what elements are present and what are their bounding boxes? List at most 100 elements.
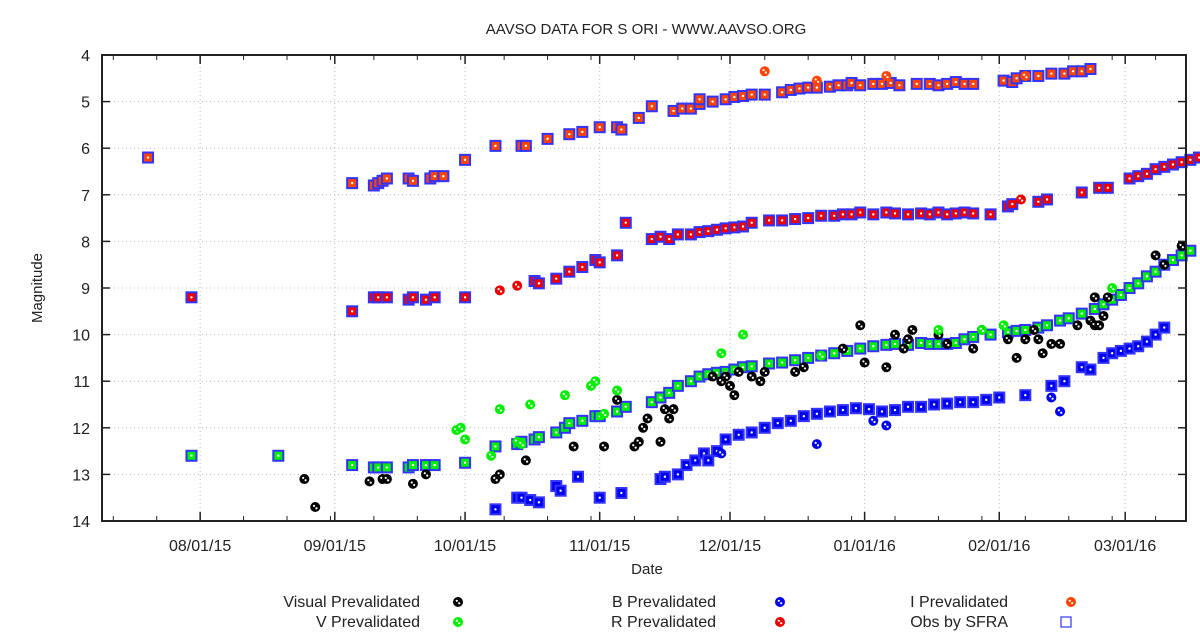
point-highlight xyxy=(595,381,598,384)
v-prevalidated-point xyxy=(455,422,466,433)
point-body xyxy=(898,343,909,354)
square-highlight xyxy=(494,508,497,511)
square-highlight xyxy=(624,221,627,224)
point-highlight xyxy=(601,411,604,414)
point-body xyxy=(599,441,610,452)
point-highlight xyxy=(938,330,941,333)
point-highlight xyxy=(367,479,370,482)
point-highlight xyxy=(614,397,617,400)
point-highlight xyxy=(458,622,461,625)
point-body xyxy=(720,371,731,382)
square-highlight xyxy=(350,310,354,313)
sfra-point-v xyxy=(619,400,632,413)
point-highlight xyxy=(458,602,461,605)
point-highlight xyxy=(315,507,318,510)
point-body xyxy=(364,476,375,487)
y-tick-label: 5 xyxy=(81,95,90,112)
sfra-point-r xyxy=(789,213,802,226)
point-highlight xyxy=(658,439,661,442)
square-highlight xyxy=(1002,79,1005,82)
v-prevalidated-point xyxy=(460,434,471,445)
square-highlight xyxy=(463,158,467,162)
b-prevalidated-point xyxy=(811,439,822,450)
point-highlight xyxy=(895,334,898,337)
square-highlight xyxy=(850,81,853,85)
square-highlight xyxy=(1071,70,1075,73)
point-body xyxy=(933,324,944,335)
square-highlight xyxy=(750,221,753,224)
visual-prevalidated-point xyxy=(568,441,579,452)
sfra-point-v xyxy=(776,356,789,369)
point-body xyxy=(453,617,463,627)
square-highlight xyxy=(689,233,693,236)
point-highlight xyxy=(979,327,982,330)
sfra-point-i xyxy=(910,77,923,90)
point-highlight xyxy=(604,446,607,449)
point-body xyxy=(868,415,879,426)
square-highlight xyxy=(555,277,558,280)
point-highlight xyxy=(738,371,741,375)
square-highlight xyxy=(698,230,701,234)
v-prevalidated-point xyxy=(976,324,987,335)
square-highlight xyxy=(350,181,354,185)
point-highlight xyxy=(571,444,574,447)
point-highlight xyxy=(780,602,783,605)
visual-prevalidated-point xyxy=(755,376,766,387)
sfra-point-i xyxy=(563,128,576,141)
legend-circle-icon xyxy=(775,617,785,627)
square-highlight xyxy=(906,213,910,216)
point-body xyxy=(1020,334,1031,345)
point-highlight xyxy=(892,332,895,335)
sfra-point-b xyxy=(823,405,836,418)
point-body xyxy=(494,285,505,296)
point-body xyxy=(642,413,653,424)
visual-prevalidated-point xyxy=(1089,292,1100,303)
square-highlight xyxy=(676,384,680,388)
square-highlight xyxy=(715,228,719,231)
square-highlight xyxy=(906,405,910,409)
point-highlight xyxy=(723,374,726,377)
visual-prevalidated-point xyxy=(420,469,431,480)
square-highlight xyxy=(971,212,975,215)
square-highlight xyxy=(568,421,571,425)
square-highlight xyxy=(1189,249,1192,252)
sfra-point-r xyxy=(1075,186,1088,199)
point-highlight xyxy=(1107,297,1111,300)
sfra-point-r xyxy=(854,206,867,219)
point-highlight xyxy=(369,481,372,484)
square-highlight xyxy=(1080,191,1083,194)
legend-label: B Prevalidated xyxy=(612,594,716,611)
sfra-point-v xyxy=(802,351,815,364)
square-highlight xyxy=(463,461,467,464)
point-body xyxy=(659,404,670,415)
point-highlight xyxy=(884,423,887,426)
visual-prevalidated-point xyxy=(407,478,418,489)
visual-prevalidated-point xyxy=(668,404,679,415)
point-highlight xyxy=(732,392,735,396)
square-highlight xyxy=(841,408,845,412)
sfra-point-b xyxy=(928,398,941,411)
point-highlight xyxy=(491,455,494,459)
sfra-point-v xyxy=(671,379,684,392)
square-highlight xyxy=(433,174,436,178)
visual-prevalidated-point xyxy=(1028,324,1039,335)
visual-prevalidated-point xyxy=(1033,334,1044,345)
v-prevalidated-point xyxy=(486,450,497,461)
point-body xyxy=(738,329,749,340)
point-highlight xyxy=(862,360,865,363)
square-highlight xyxy=(1089,67,1092,71)
sfra-point-r xyxy=(1101,181,1114,194)
point-body xyxy=(1066,597,1076,607)
legend-label: V Prevalidated xyxy=(316,614,420,631)
sfra-point-r xyxy=(611,249,624,262)
sfra-point-v xyxy=(854,342,867,355)
point-body xyxy=(516,439,527,450)
sfra-point-i xyxy=(615,123,628,136)
point-body xyxy=(907,324,918,335)
v-prevalidated-point xyxy=(494,404,505,415)
square-highlight xyxy=(385,177,389,180)
square-highlight xyxy=(146,156,150,159)
square-highlight xyxy=(555,431,558,434)
square-highlight xyxy=(733,95,736,99)
